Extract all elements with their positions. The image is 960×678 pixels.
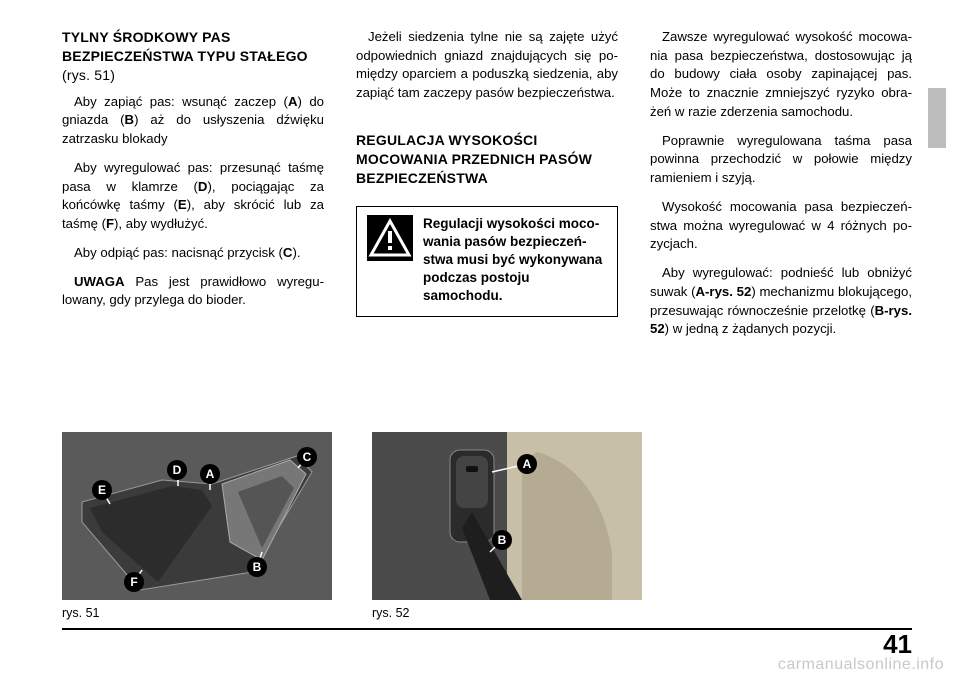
uwaga-label: UWAGA <box>74 274 125 289</box>
seatbelt-buckle-illustration <box>62 432 332 600</box>
col1-p3: Aby odpiąć pas: nacisnąć przycisk (C). <box>62 244 324 263</box>
warning-text: Regulacji wysokości moco­wania pasów bez… <box>423 215 607 306</box>
manual-page: TYLNY ŚRODKOWY PAS BEZPIECZEŃSTWA TYPU S… <box>0 0 960 678</box>
column-3: Zawsze wyregulować wysokość mocowa­nia p… <box>650 28 912 349</box>
col1-heading-light: (rys. 51) <box>62 67 115 83</box>
col2-heading: REGULACJA WYSOKOŚCI MOCOWANIA PRZEDNICH … <box>356 131 618 188</box>
callout-letter-B: B <box>247 557 267 577</box>
bottom-rule <box>62 628 912 630</box>
col1-heading: TYLNY ŚRODKOWY PAS BEZPIECZEŃSTWA TYPU S… <box>62 28 324 85</box>
t: Aby zapiąć pas: wsunąć zaczep ( <box>74 94 288 109</box>
t: ), aby wydłużyć. <box>114 216 208 231</box>
col1-p4: UWAGA Pas jest prawidłowo wyregu­lowany,… <box>62 273 324 310</box>
t: ). <box>292 245 300 260</box>
callout-letter-B: B <box>492 530 512 550</box>
figure-52: 320PGS AB rys. 52 <box>372 432 642 620</box>
column-2: Jeżeli siedzenia tylne nie są zajęte uży… <box>356 28 618 349</box>
t: C <box>283 245 293 260</box>
callout-letter-A: A <box>200 464 220 484</box>
col2-p1: Jeżeli siedzenia tylne nie są zajęte uży… <box>356 28 618 103</box>
warning-box: Regulacji wysokości moco­wania pasów bez… <box>356 206 618 317</box>
figure-52-caption: rys. 52 <box>372 606 642 620</box>
callout-letter-D: D <box>167 460 187 480</box>
callout-letter-A: A <box>517 454 537 474</box>
col1-heading-bold: TYLNY ŚRODKOWY PAS BEZPIECZEŃSTWA TYPU S… <box>62 29 308 64</box>
callout-letter-E: E <box>92 480 112 500</box>
t: A-rys. 52 <box>696 284 752 299</box>
warning-icon <box>367 215 413 261</box>
t: Aby odpiąć pas: nacisnąć przycisk ( <box>74 245 283 260</box>
figures-row: 3139CA ABCDEF rys. 51 320PGS AB r <box>62 432 642 620</box>
column-1: TYLNY ŚRODKOWY PAS BEZPIECZEŃSTWA TYPU S… <box>62 28 324 349</box>
col1-p2: Aby wyregulować pas: przesunąć taśmę pas… <box>62 159 324 234</box>
side-tab <box>928 88 946 148</box>
belt-height-adjuster-illustration <box>372 432 642 600</box>
figure-52-image: 320PGS AB <box>372 432 642 600</box>
t: B <box>125 112 135 127</box>
t: E <box>178 197 187 212</box>
t: F <box>106 216 114 231</box>
text-columns: TYLNY ŚRODKOWY PAS BEZPIECZEŃSTWA TYPU S… <box>62 28 912 349</box>
callout-letter-F: F <box>124 572 144 592</box>
col1-p1: Aby zapiąć pas: wsunąć zaczep (A) do gni… <box>62 93 324 149</box>
col3-p3: Wysokość mocowania pasa bezpieczeń­stwa … <box>650 198 912 254</box>
figure-51-caption: rys. 51 <box>62 606 332 620</box>
figure-51: 3139CA ABCDEF rys. 51 <box>62 432 332 620</box>
col3-p4: Aby wyregulować: podnieść lub obniżyć su… <box>650 264 912 339</box>
callout-letter-C: C <box>297 447 317 467</box>
figure-51-image: 3139CA ABCDEF <box>62 432 332 600</box>
col3-p1: Zawsze wyregulować wysokość mocowa­nia p… <box>650 28 912 122</box>
col3-p2: Poprawnie wyregulowana taśma pasa powinn… <box>650 132 912 188</box>
t: ) w jedną z żądanych pozycji. <box>665 321 837 336</box>
watermark: carmanualsonline.info <box>778 656 944 674</box>
